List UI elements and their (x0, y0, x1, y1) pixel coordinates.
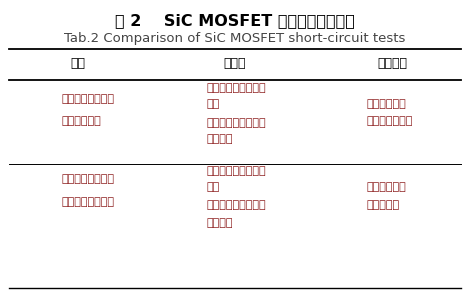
Text: 器件: 器件 (207, 182, 220, 193)
Text: Tab.2 Comparison of SiC MOSFET short-circuit tests: Tab.2 Comparison of SiC MOSFET short-cir… (64, 32, 406, 45)
Text: 造成损坏: 造成损坏 (207, 134, 233, 145)
Text: 短路工况: 短路工况 (207, 218, 233, 228)
Text: 缺点：易对被测器件: 缺点：易对被测器件 (207, 118, 266, 128)
Text: 类型: 类型 (70, 57, 85, 70)
Text: 优点：模拟真实短路: 优点：模拟真实短路 (207, 83, 266, 94)
Text: 基于双脉冲测试的: 基于双脉冲测试的 (61, 94, 114, 104)
Text: 优缺点: 优缺点 (224, 57, 246, 70)
Text: 基于非线性元件的: 基于非线性元件的 (61, 174, 114, 184)
Text: 表 2    SiC MOSFET 短路测试方法对比: 表 2 SiC MOSFET 短路测试方法对比 (115, 14, 355, 28)
Text: 短路测试方法: 短路测试方法 (61, 116, 101, 127)
Text: 护电路性能测试: 护电路性能测试 (367, 116, 413, 127)
Text: 适用于器件短: 适用于器件短 (367, 182, 407, 193)
Text: 缺点：不能真实反映: 缺点：不能真实反映 (207, 200, 266, 211)
Text: 适用场合: 适用场合 (377, 57, 407, 70)
Text: 路性能测试: 路性能测试 (367, 200, 400, 211)
Text: 无损短路测试方法: 无损短路测试方法 (61, 197, 114, 208)
Text: 优点：有效保护被测: 优点：有效保护被测 (207, 166, 266, 176)
Text: 工况: 工况 (207, 99, 220, 110)
Text: 适用于短路保: 适用于短路保 (367, 99, 407, 110)
